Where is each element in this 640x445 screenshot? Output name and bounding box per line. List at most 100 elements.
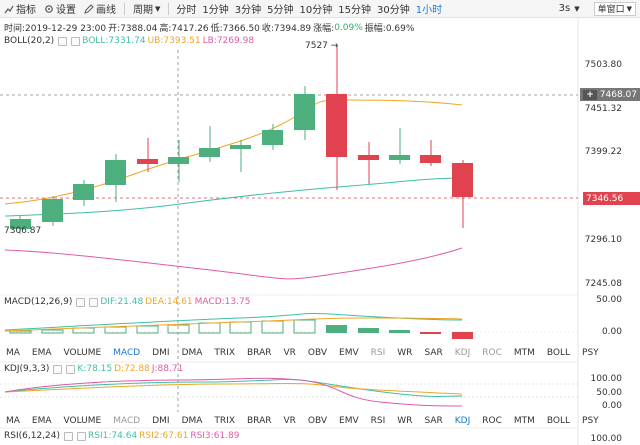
indicator-tab-psy[interactable]: PSY xyxy=(582,348,599,358)
macd-bar xyxy=(41,329,64,334)
rsi-axis-label: 100.00 xyxy=(590,434,623,444)
indicator-tab-brar[interactable]: BRAR xyxy=(247,416,272,426)
indicator-tab-brar[interactable]: BRAR xyxy=(247,348,272,358)
indicator-tab-ma[interactable]: MA xyxy=(6,348,20,358)
indicator-tab-kdj[interactable]: KDJ xyxy=(454,416,471,426)
indicator-tab-sar[interactable]: SAR xyxy=(424,348,443,358)
period-tab[interactable]: 30分钟 xyxy=(376,5,410,16)
price-axis-label: 7451.32 xyxy=(584,104,622,114)
candle-body xyxy=(452,163,473,197)
indicator-tab-mtm[interactable]: MTM xyxy=(513,348,535,358)
plus-icon[interactable]: + xyxy=(583,89,597,100)
indicator-tab-wr[interactable]: WR xyxy=(397,416,413,426)
indicator-tab-roc[interactable]: ROC xyxy=(482,416,502,426)
settings-label: 设置 xyxy=(56,5,76,16)
period-tab[interactable]: 1小时 xyxy=(415,5,443,16)
period-tabs: 分时 1分钟 3分钟 5分钟 10分钟 15分钟 30分钟 1小时 xyxy=(173,0,445,18)
period-tab[interactable]: 3分钟 xyxy=(234,5,262,16)
boll-lb-value: LB:7269.98 xyxy=(202,36,255,46)
kdj-j-value: J:88.71 xyxy=(151,364,184,374)
indicator-tab-psy[interactable]: PSY xyxy=(582,416,599,426)
high-marker-value: 7527 xyxy=(305,41,328,51)
kdj-label: KDJ(9,3,3) xyxy=(4,364,50,374)
period-tab[interactable]: 5分钟 xyxy=(267,5,294,16)
macd-bar xyxy=(167,324,190,334)
rsi-label: RSI(6,12,24) xyxy=(4,431,60,441)
last-price-tag: 7346.56 xyxy=(583,192,640,205)
macd-bar xyxy=(389,330,410,333)
indicator-tab-vr[interactable]: VR xyxy=(283,416,296,426)
macd-dea-line xyxy=(4,317,463,332)
boll-label: BOLL(20,2) xyxy=(4,36,55,46)
ohlc-info: 时间:2019-12-29 23:00 开:7388.04 高:7417.26 … xyxy=(4,21,416,35)
indicator-tab-ema[interactable]: EMA xyxy=(31,416,52,426)
draw-line-button[interactable]: 画线 xyxy=(80,0,120,18)
kdj-info: KDJ(9,3,3) K:78.15 D:72.88 J:88.71 xyxy=(4,364,185,374)
indicator-tab-dma[interactable]: DMA xyxy=(181,416,203,426)
macd-bar xyxy=(136,325,159,334)
indicator-tab-mtm[interactable]: MTM xyxy=(513,416,535,426)
rsi1-value: RSI1:74.64 xyxy=(88,431,138,441)
price-axis-label: 7503.80 xyxy=(584,60,622,70)
period-dropdown[interactable]: 周期 ▼ xyxy=(129,0,164,18)
indicator-tab-trix[interactable]: TRIX xyxy=(214,416,235,426)
period-label: 周期 xyxy=(133,5,153,16)
ohlc-high: 高:7417.26 xyxy=(159,24,209,34)
kdj-k-line xyxy=(4,378,463,397)
rsi-settings-icon[interactable] xyxy=(64,431,73,441)
macd-dif-line xyxy=(4,312,463,331)
macd-axis-label: 50.00 xyxy=(596,295,622,305)
indicator-tab-emv[interactable]: EMV xyxy=(339,416,359,426)
period-tab[interactable]: 10分钟 xyxy=(299,5,333,16)
indicator-tab-obv[interactable]: OBV xyxy=(307,416,328,426)
indicator-tab-kdj[interactable]: KDJ xyxy=(454,348,471,358)
crosshair-price-tag: + 7468.07 xyxy=(580,88,640,101)
draw-line-label: 画线 xyxy=(96,5,116,16)
candle-body xyxy=(105,160,126,185)
kdj-settings-icon[interactable] xyxy=(53,364,63,374)
indicator-tab-dmi[interactable]: DMI xyxy=(152,348,170,358)
indicator-tab-trix[interactable]: TRIX xyxy=(214,348,235,358)
window-mode-dropdown[interactable]: 单窗口 ▼ xyxy=(593,1,636,16)
macd-close-icon[interactable] xyxy=(89,297,99,307)
indicator-tab-macd[interactable]: MACD xyxy=(113,416,141,426)
interval-value[interactable]: 3s xyxy=(558,3,571,14)
boll-settings-icon[interactable] xyxy=(58,36,68,46)
indicator-tab-boll[interactable]: BOLL xyxy=(546,348,571,358)
indicator-tab-dmi[interactable]: DMI xyxy=(152,416,170,426)
period-tab[interactable]: 分时 xyxy=(176,5,197,16)
indicator-tab-rsi[interactable]: RSI xyxy=(370,416,386,426)
indicator-tab-wr[interactable]: WR xyxy=(397,348,413,358)
candle-body xyxy=(326,94,347,157)
indicator-tab-boll[interactable]: BOLL xyxy=(546,416,571,426)
chevron-down-icon: ▼ xyxy=(155,4,161,13)
kdj-axis-label: 100.00 xyxy=(590,374,623,384)
kdj-d-line xyxy=(4,383,463,395)
macd-settings-icon[interactable] xyxy=(76,297,86,307)
chevron-down-icon: ▼ xyxy=(626,4,632,13)
indicator-tab-rsi[interactable]: RSI xyxy=(370,348,386,358)
indicator-tab-dma[interactable]: DMA xyxy=(181,348,203,358)
period-tab[interactable]: 15分钟 xyxy=(338,5,371,16)
indicator-tab-volume[interactable]: VOLUME xyxy=(63,348,102,358)
indicator-button[interactable]: 指标 xyxy=(0,0,40,18)
boll-lower-line xyxy=(4,247,463,280)
indicator-tab-roc[interactable]: ROC xyxy=(482,348,502,358)
indicator-tab-ma[interactable]: MA xyxy=(6,416,20,426)
boll-close-icon[interactable] xyxy=(71,36,81,46)
macd-label: MACD(12,26,9) xyxy=(4,297,73,307)
indicator-tab-obv[interactable]: OBV xyxy=(307,348,328,358)
indicator-tab-emv[interactable]: EMV xyxy=(339,348,359,358)
indicator-tab-vr[interactable]: VR xyxy=(283,348,296,358)
kdj-close-icon[interactable] xyxy=(66,364,76,374)
indicator-tab-volume[interactable]: VOLUME xyxy=(63,416,102,426)
settings-button[interactable]: 设置 xyxy=(40,0,80,18)
period-tab[interactable]: 1分钟 xyxy=(202,5,229,16)
indicator-tab-ema[interactable]: EMA xyxy=(31,348,52,358)
indicator-tab-sar[interactable]: SAR xyxy=(424,416,443,426)
indicator-tab-macd[interactable]: MACD xyxy=(113,348,141,358)
ohlc-open: 开:7388.04 xyxy=(108,24,158,34)
rsi-close-icon[interactable] xyxy=(77,431,86,441)
macd-bar xyxy=(104,326,127,334)
